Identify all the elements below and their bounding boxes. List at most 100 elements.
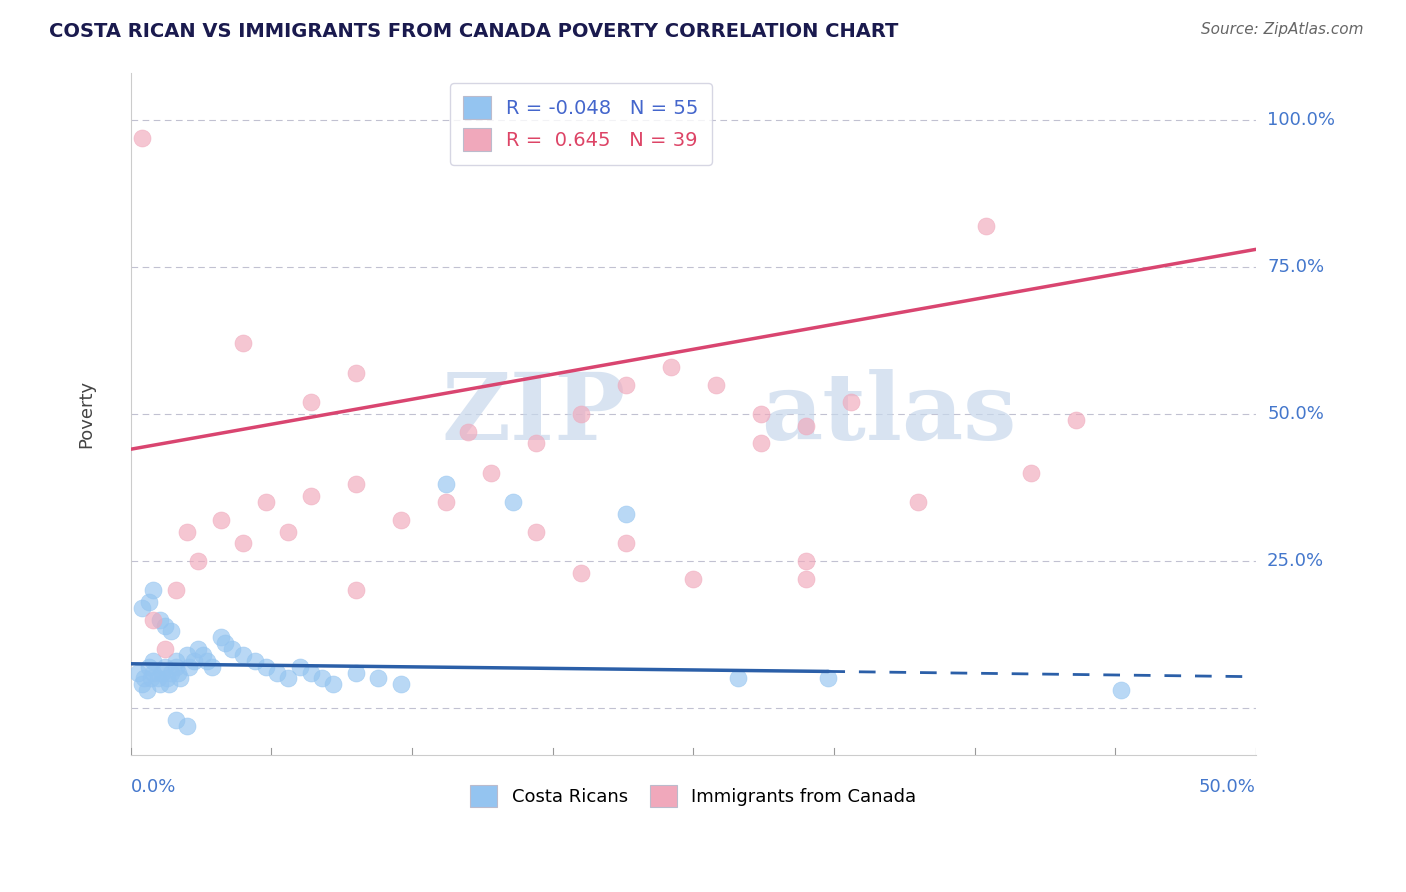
Point bbox=[1064, 413, 1087, 427]
Point bbox=[150, 665, 173, 680]
Point bbox=[138, 595, 160, 609]
Point bbox=[502, 495, 524, 509]
Point bbox=[142, 654, 165, 668]
Point bbox=[299, 395, 322, 409]
Point bbox=[1109, 683, 1132, 698]
Point bbox=[704, 377, 727, 392]
Text: Poverty: Poverty bbox=[77, 380, 94, 448]
Point bbox=[179, 659, 201, 673]
Point bbox=[232, 536, 254, 550]
Point bbox=[434, 495, 457, 509]
Point bbox=[160, 665, 183, 680]
Text: COSTA RICAN VS IMMIGRANTS FROM CANADA POVERTY CORRELATION CHART: COSTA RICAN VS IMMIGRANTS FROM CANADA PO… bbox=[49, 22, 898, 41]
Point bbox=[974, 219, 997, 233]
Point bbox=[142, 613, 165, 627]
Point bbox=[524, 436, 547, 450]
Point bbox=[131, 130, 153, 145]
Point bbox=[142, 583, 165, 598]
Point bbox=[209, 630, 232, 644]
Point bbox=[183, 654, 205, 668]
Point bbox=[153, 618, 176, 632]
Point bbox=[138, 659, 160, 673]
Point bbox=[1019, 466, 1042, 480]
Point bbox=[131, 601, 153, 615]
Point bbox=[142, 665, 165, 680]
Point bbox=[614, 507, 637, 521]
Legend: Costa Ricans, Immigrants from Canada: Costa Ricans, Immigrants from Canada bbox=[463, 778, 924, 814]
Point bbox=[232, 336, 254, 351]
Point bbox=[221, 642, 243, 657]
Point bbox=[134, 672, 156, 686]
Point bbox=[614, 536, 637, 550]
Point bbox=[149, 613, 172, 627]
Point bbox=[176, 524, 198, 539]
Point bbox=[146, 672, 169, 686]
Point bbox=[524, 524, 547, 539]
Point bbox=[254, 495, 277, 509]
Point bbox=[165, 713, 187, 727]
Point bbox=[794, 554, 817, 568]
Point bbox=[569, 566, 592, 580]
Point bbox=[682, 572, 704, 586]
Point bbox=[153, 659, 176, 673]
Point bbox=[165, 654, 187, 668]
Point bbox=[169, 672, 191, 686]
Point bbox=[344, 583, 367, 598]
Point bbox=[266, 665, 288, 680]
Point bbox=[165, 659, 187, 673]
Point bbox=[214, 636, 236, 650]
Point bbox=[311, 672, 333, 686]
Point bbox=[157, 677, 180, 691]
Point bbox=[127, 665, 149, 680]
Point bbox=[288, 659, 311, 673]
Point bbox=[344, 665, 367, 680]
Point bbox=[165, 583, 187, 598]
Point bbox=[299, 665, 322, 680]
Point bbox=[232, 648, 254, 662]
Point bbox=[907, 495, 929, 509]
Point bbox=[839, 395, 862, 409]
Point bbox=[794, 572, 817, 586]
Point bbox=[139, 672, 162, 686]
Point bbox=[322, 677, 344, 691]
Point bbox=[749, 436, 772, 450]
Point bbox=[135, 683, 157, 698]
Text: ZIP: ZIP bbox=[441, 369, 626, 459]
Text: 75.0%: 75.0% bbox=[1267, 258, 1324, 276]
Point bbox=[457, 425, 479, 439]
Point bbox=[749, 407, 772, 421]
Text: Source: ZipAtlas.com: Source: ZipAtlas.com bbox=[1201, 22, 1364, 37]
Point bbox=[149, 677, 172, 691]
Point bbox=[434, 477, 457, 491]
Point bbox=[479, 466, 502, 480]
Text: 0.0%: 0.0% bbox=[131, 779, 176, 797]
Point bbox=[201, 659, 224, 673]
Text: 25.0%: 25.0% bbox=[1267, 552, 1324, 570]
Point bbox=[187, 554, 209, 568]
Point bbox=[187, 642, 209, 657]
Point bbox=[156, 672, 179, 686]
Point bbox=[277, 524, 299, 539]
Point bbox=[794, 418, 817, 433]
Point bbox=[254, 659, 277, 673]
Point bbox=[389, 513, 412, 527]
Point bbox=[160, 624, 183, 639]
Text: atlas: atlas bbox=[761, 369, 1017, 459]
Point bbox=[659, 359, 682, 374]
Point bbox=[299, 489, 322, 503]
Point bbox=[344, 366, 367, 380]
Point bbox=[131, 677, 153, 691]
Point bbox=[344, 477, 367, 491]
Point bbox=[367, 672, 389, 686]
Point bbox=[191, 648, 214, 662]
Text: 50.0%: 50.0% bbox=[1267, 405, 1324, 423]
Point bbox=[817, 672, 839, 686]
Text: 100.0%: 100.0% bbox=[1267, 111, 1336, 129]
Point bbox=[569, 407, 592, 421]
Point bbox=[176, 648, 198, 662]
Point bbox=[727, 672, 749, 686]
Point bbox=[277, 672, 299, 686]
Point bbox=[176, 718, 198, 732]
Text: 50.0%: 50.0% bbox=[1199, 779, 1256, 797]
Point bbox=[153, 642, 176, 657]
